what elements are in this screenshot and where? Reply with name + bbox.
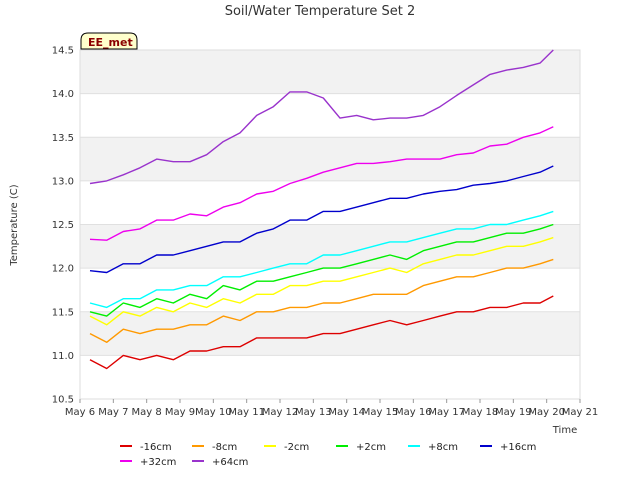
y-tick-label: 13.0 (52, 176, 74, 187)
y-tick-label: 10.5 (52, 395, 74, 406)
legend-label: +2cm (356, 442, 386, 453)
x-tick-label: May 10 (195, 407, 232, 418)
x-tick-label: May 14 (328, 407, 365, 418)
legend-label: -16cm (140, 442, 172, 453)
y-tick-label: 12.5 (52, 220, 74, 231)
series-line-plus2cm (89, 223, 554, 317)
plot-band (80, 224, 580, 269)
series-line-plus16cm (89, 165, 554, 274)
legend-item: -16cm (120, 442, 172, 453)
legend-label: +16cm (500, 442, 536, 453)
x-tick-label: May 13 (295, 407, 332, 418)
badge-label: EE_met (88, 36, 133, 49)
legend-item: -2cm (264, 442, 309, 453)
x-tick-label: May 8 (132, 407, 162, 418)
y-tick-label: 13.5 (52, 133, 74, 144)
chart-title: Soil/Water Temperature Set 2 (225, 4, 416, 19)
x-tick-label: May 17 (428, 407, 465, 418)
series-line-minus8cm (89, 258, 554, 343)
x-tick-label: May 19 (495, 407, 532, 418)
y-axis-ticks: 10.5 11.0 11.5 12.0 12.5 13.0 13.5 14.0 14.5 (52, 46, 74, 406)
x-tick-label: May 20 (528, 407, 565, 418)
y-tick-label: 11.5 (52, 307, 74, 318)
x-tick-label: May 16 (395, 407, 432, 418)
series-line-minus16cm (89, 295, 554, 370)
plot-frame (79, 49, 581, 400)
x-tick-label: May 6 (65, 407, 95, 418)
legend-label: -2cm (284, 442, 309, 453)
legend-item: +8cm (408, 442, 458, 453)
plot-band (80, 50, 580, 94)
legend-label: +32cm (140, 457, 176, 468)
x-tick-label: May 7 (98, 407, 128, 418)
legend-item: +16cm (480, 442, 536, 453)
x-tick-label: May 21 (562, 407, 599, 418)
series-line-plus8cm (89, 210, 554, 309)
series-line-minus2cm (89, 236, 554, 326)
x-tick-label: May 9 (165, 407, 195, 418)
plot-band (80, 137, 580, 181)
y-tick-label: 14.5 (52, 46, 74, 57)
x-tick-label: May 15 (362, 407, 399, 418)
x-tick-label: May 12 (262, 407, 299, 418)
y-tick-label: 12.0 (52, 264, 74, 275)
legend-label: +8cm (428, 442, 458, 453)
series-line-plus32cm (89, 126, 554, 241)
series-lines (89, 49, 554, 370)
site-badge: EE_met (80, 32, 138, 50)
legend-item: +32cm (120, 457, 176, 468)
legend-label: -8cm (212, 442, 237, 453)
x-tick-label: May 11 (228, 407, 265, 418)
series-line-plus64cm (89, 49, 554, 185)
y-tick-label: 11.0 (52, 351, 74, 362)
x-tick-label: May 18 (462, 407, 499, 418)
badge-box (80, 32, 138, 50)
legend-item: +64cm (192, 457, 248, 468)
legend-item: +2cm (336, 442, 386, 453)
legend-label: +64cm (212, 457, 248, 468)
x-axis-title: Time (552, 425, 577, 436)
y-axis-title: Temperature (C) (9, 184, 20, 266)
legend-item: -8cm (192, 442, 237, 453)
legend: -16cm -8cm -2cm +2cm +8cm +16cm +32cm +64cm (120, 442, 536, 468)
y-tick-label: 14.0 (52, 89, 74, 100)
